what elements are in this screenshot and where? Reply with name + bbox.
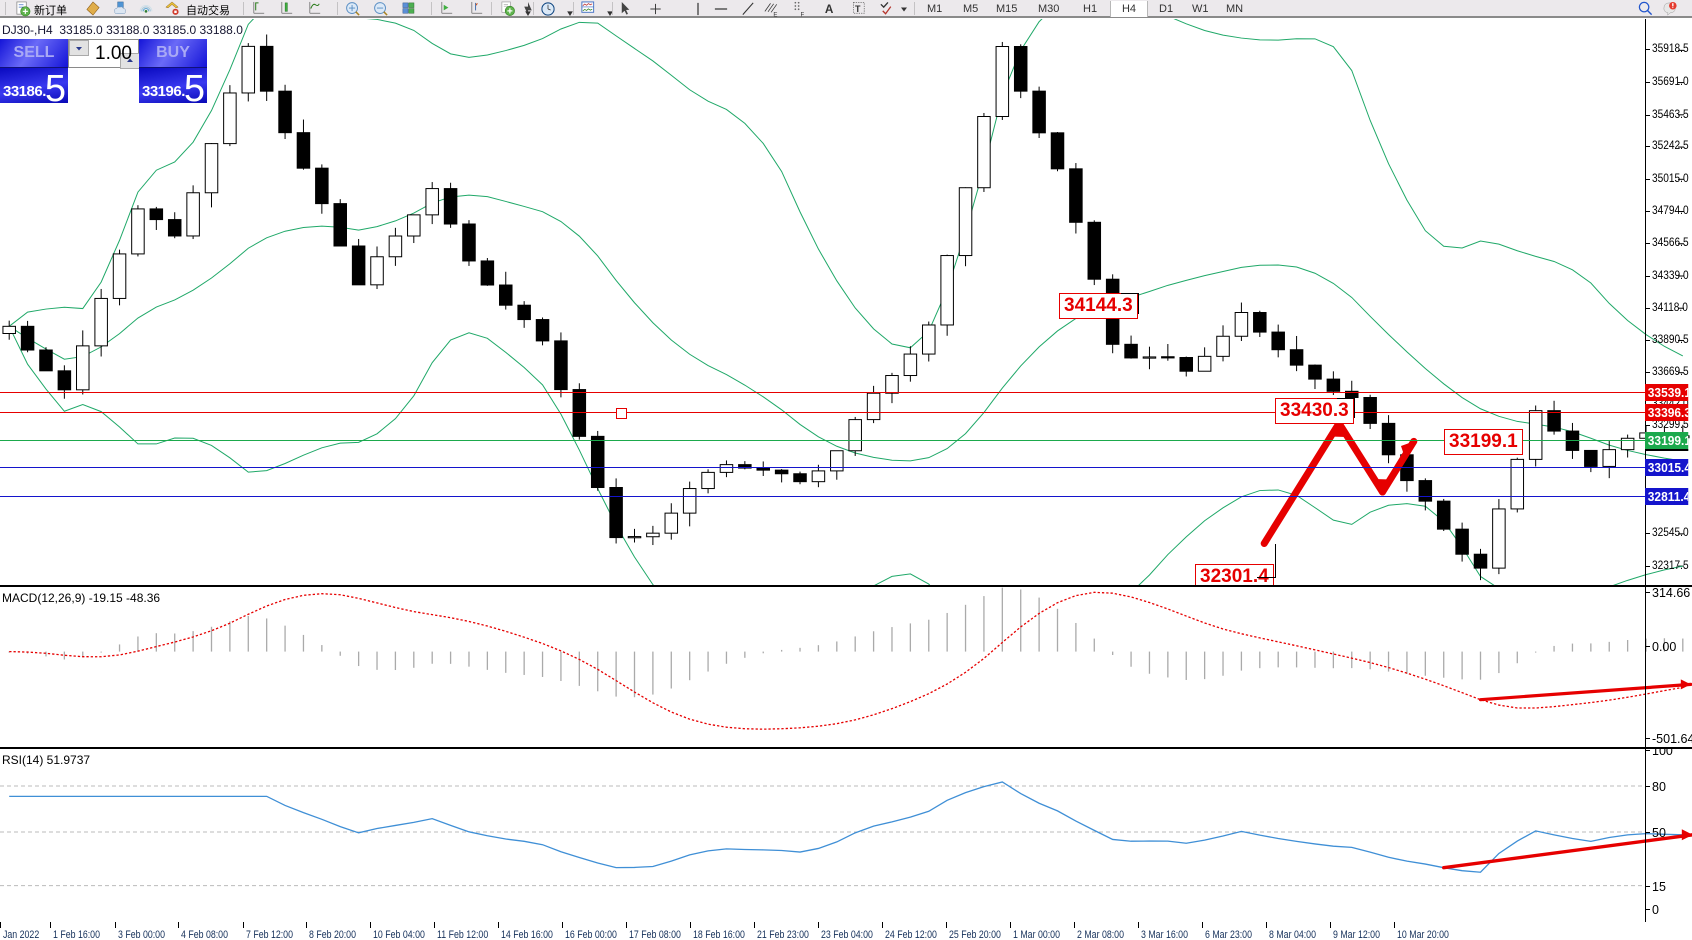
svg-text:A: A <box>825 3 834 16</box>
svg-text:F: F <box>801 12 805 17</box>
svg-text:E: E <box>773 12 777 17</box>
svg-text:T: T <box>855 4 861 14</box>
